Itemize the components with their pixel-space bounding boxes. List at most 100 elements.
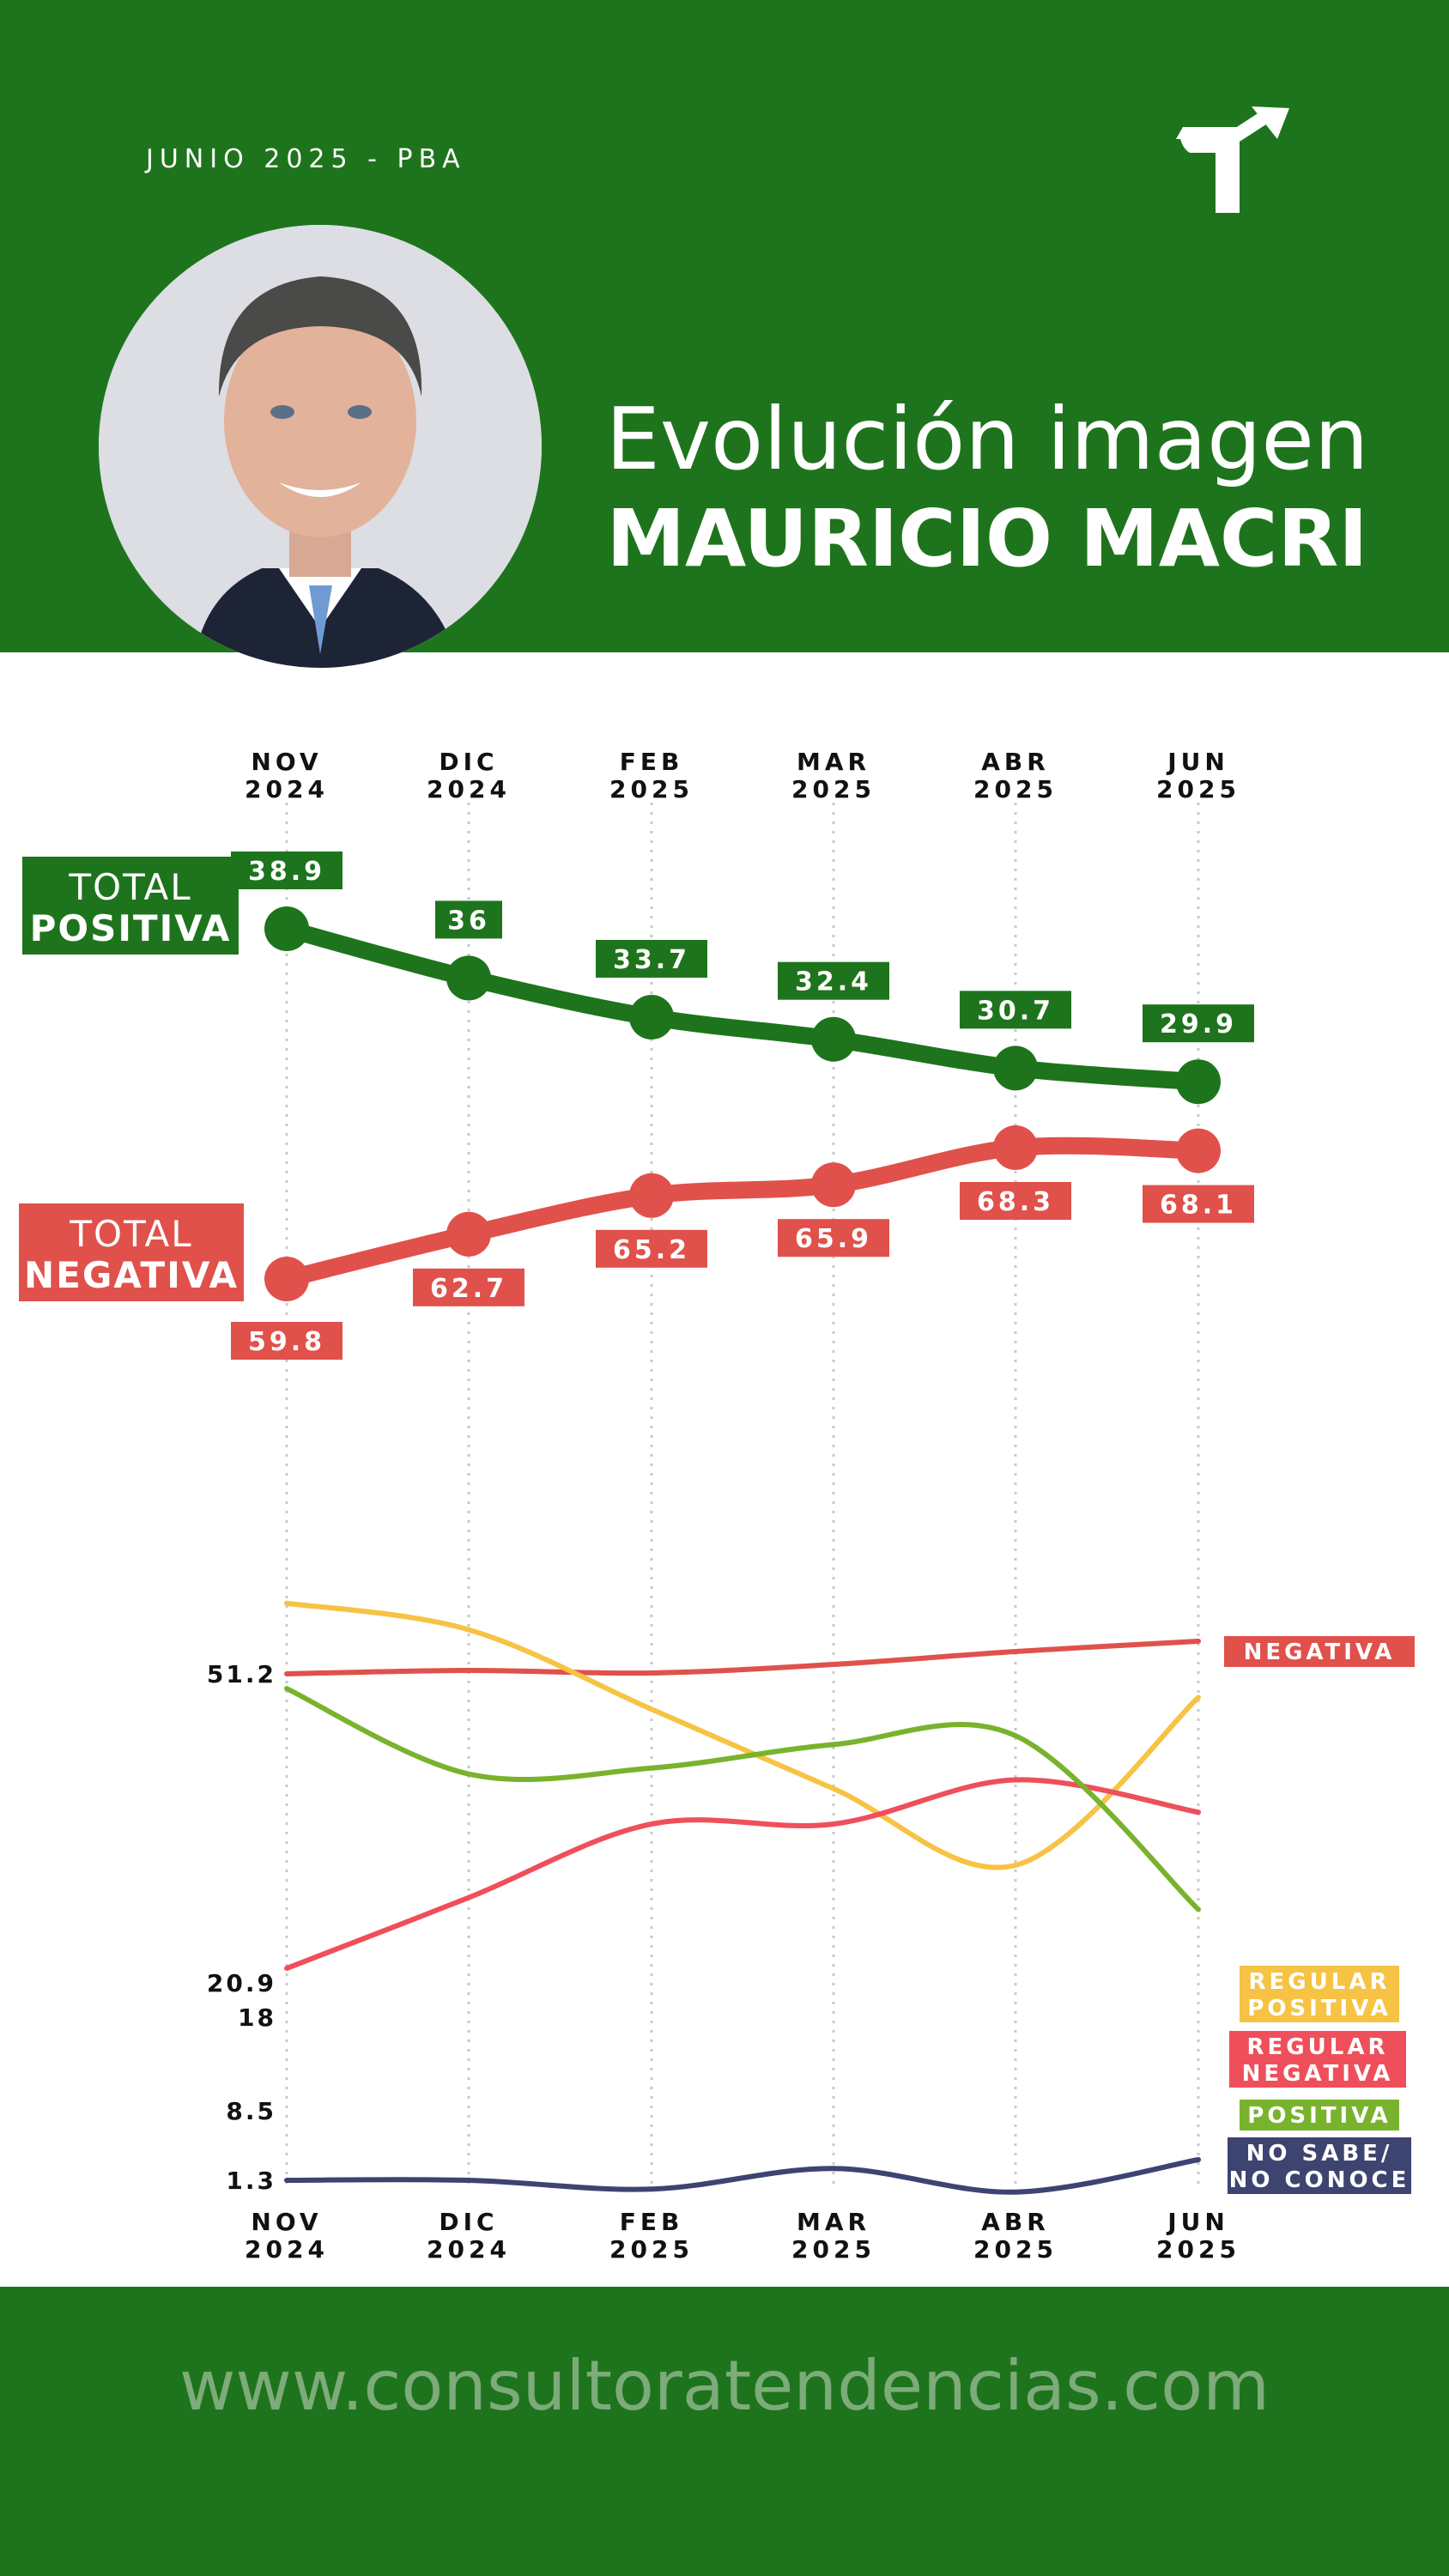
data-label-bg bbox=[435, 900, 502, 939]
x-tick-label: 2025 bbox=[973, 2235, 1058, 2264]
series-breakdown-0: NEGATIVA bbox=[284, 1636, 1415, 1676]
data-label-bg bbox=[778, 961, 889, 1000]
x-tick-label: NOV bbox=[251, 748, 322, 776]
series-name: POSITIVA bbox=[1247, 2103, 1391, 2129]
portrait-photo bbox=[99, 225, 542, 668]
website-url: www.consultoratendencias.com bbox=[179, 2346, 1270, 2426]
series-name: REGULAR bbox=[1247, 2034, 1389, 2060]
series-line bbox=[284, 1686, 1201, 1912]
data-label-bg bbox=[1143, 1004, 1254, 1043]
tendencias-arrow-logo-icon bbox=[1176, 106, 1289, 213]
x-tick-label: MAR bbox=[797, 2208, 870, 2236]
x-tick-label: NOV bbox=[251, 2208, 322, 2236]
data-label-bg bbox=[413, 1268, 524, 1306]
x-tick-label: MAR bbox=[797, 748, 870, 776]
y-axis-labels: 51.2 20.9 18 8.5 1.3 bbox=[207, 1660, 276, 2195]
data-label-bg bbox=[596, 939, 707, 978]
x-tick-label: 2025 bbox=[1156, 775, 1240, 803]
x-tick-label: 2025 bbox=[1156, 2235, 1240, 2264]
series-breakdown-3: POSITIVA bbox=[284, 1686, 1399, 2131]
series-name: POSITIVA bbox=[1247, 1996, 1391, 2021]
series-line bbox=[284, 1639, 1201, 1676]
x-axis-bottom: NOV2024DIC2024FEB2025MAR2025ABR2025JUN20… bbox=[245, 2208, 1240, 2264]
data-label-bg bbox=[231, 852, 343, 889]
data-point bbox=[446, 955, 491, 1001]
series-name: NEGATIVA bbox=[1244, 1640, 1396, 1665]
y-tick-label: 20.9 bbox=[207, 1969, 276, 1997]
title-line1: Evolución imagen bbox=[605, 389, 1369, 489]
series-name: NO CONOCE bbox=[1229, 2167, 1410, 2193]
data-label: 38.9 bbox=[248, 857, 325, 887]
x-tick-label: JUN bbox=[1166, 2208, 1229, 2236]
x-tick-label: 2024 bbox=[245, 2235, 329, 2264]
data-label: 68.1 bbox=[1160, 1191, 1237, 1221]
series-line bbox=[284, 2156, 1201, 2195]
series-breakdown-4: NO SABE/NO CONOCE bbox=[284, 2137, 1411, 2195]
title-line2: MAURICIO MACRI bbox=[606, 493, 1368, 585]
data-point bbox=[811, 1162, 856, 1208]
series-line bbox=[278, 920, 1207, 1091]
x-tick-label: 2024 bbox=[245, 775, 329, 803]
footer-banner bbox=[0, 2287, 1449, 2576]
x-tick-label: ABR bbox=[981, 2208, 1050, 2236]
x-tick-label: FEB bbox=[620, 2208, 684, 2236]
series-line bbox=[278, 1136, 1207, 1288]
data-point bbox=[1176, 1059, 1221, 1105]
x-axis-top: NOV2024DIC2024FEB2025MAR2025ABR2025JUN20… bbox=[245, 748, 1240, 803]
y-tick-label: 8.5 bbox=[226, 2097, 276, 2125]
series-name: POSITIVA bbox=[30, 907, 232, 949]
data-label-bg bbox=[778, 1219, 889, 1258]
x-tick-label: 2025 bbox=[791, 775, 876, 803]
series-name: TOTAL bbox=[68, 866, 191, 908]
x-tick-label: DIC bbox=[439, 2208, 498, 2236]
series-name: REGULAR bbox=[1249, 1969, 1391, 1995]
series-name-box bbox=[1240, 1966, 1399, 2022]
data-point bbox=[993, 1046, 1038, 1091]
data-label: 36 bbox=[447, 906, 490, 936]
x-tick-label: 2025 bbox=[609, 2235, 694, 2264]
series-name: NEGATIVA bbox=[1242, 2061, 1394, 2087]
data-label: 32.4 bbox=[795, 967, 872, 997]
data-label: 33.7 bbox=[613, 945, 690, 975]
series-name-box bbox=[1240, 2100, 1399, 2131]
data-label-bg bbox=[596, 1229, 707, 1268]
y-tick-label: 1.3 bbox=[226, 2167, 276, 2195]
series-name-box bbox=[1224, 1636, 1415, 1667]
date-label: JUNIO 2025 - PBA bbox=[146, 144, 466, 174]
data-point bbox=[1176, 1128, 1221, 1173]
chart-area: NOV2024DIC2024FEB2025MAR2025ABR2025JUN20… bbox=[19, 748, 1415, 2264]
data-label-bg bbox=[960, 1182, 1071, 1220]
data-point bbox=[264, 1257, 309, 1301]
series-name-box bbox=[22, 857, 239, 955]
series-name-box bbox=[1229, 2031, 1406, 2088]
series-name-box bbox=[1228, 2137, 1411, 2194]
x-tick-label: 2024 bbox=[427, 2235, 511, 2264]
x-tick-label: 2024 bbox=[427, 775, 511, 803]
x-tick-label: 2025 bbox=[609, 775, 694, 803]
series-line bbox=[284, 1777, 1201, 1972]
series-name: NO SABE/ bbox=[1246, 2141, 1393, 2167]
x-tick-label: DIC bbox=[439, 748, 498, 776]
data-point bbox=[993, 1125, 1038, 1170]
data-label: 59.8 bbox=[248, 1327, 325, 1357]
data-label: 62.7 bbox=[430, 1274, 507, 1304]
data-point bbox=[446, 1211, 491, 1257]
series-name-box bbox=[19, 1203, 244, 1301]
x-tick-label: 2025 bbox=[791, 2235, 876, 2264]
data-label: 30.7 bbox=[977, 996, 1054, 1026]
x-tick-label: FEB bbox=[620, 748, 684, 776]
data-label-bg bbox=[1143, 1185, 1254, 1223]
x-tick-label: ABR bbox=[981, 748, 1050, 776]
data-label: 68.3 bbox=[977, 1187, 1054, 1217]
series-name: TOTAL bbox=[69, 1213, 192, 1255]
data-point bbox=[264, 906, 309, 951]
data-point bbox=[629, 994, 674, 1039]
y-tick-label: 18 bbox=[238, 2003, 276, 2032]
data-point bbox=[629, 1173, 674, 1218]
x-tick-label: 2025 bbox=[973, 775, 1058, 803]
data-point bbox=[811, 1016, 856, 1062]
